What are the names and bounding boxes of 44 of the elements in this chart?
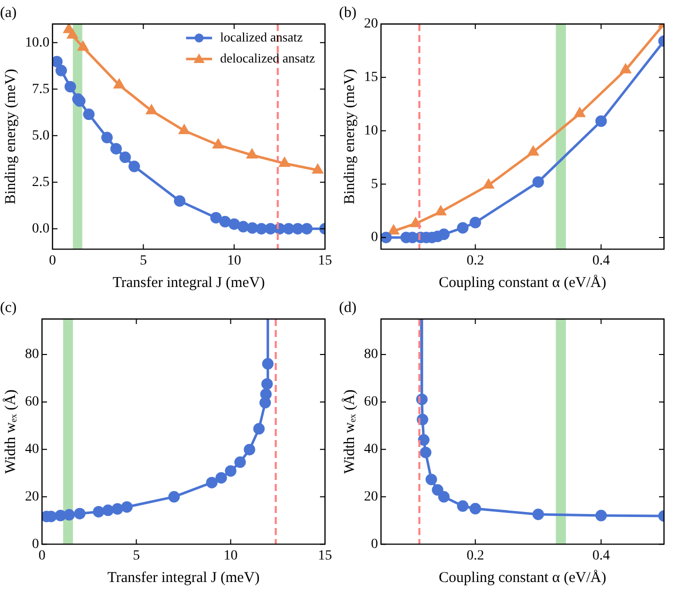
y-tick-label: 80 bbox=[364, 347, 378, 362]
y-tick-label: 0 bbox=[32, 536, 39, 552]
x-tick-label: 0.4 bbox=[592, 253, 610, 268]
y-tick-label: 0 bbox=[371, 536, 378, 552]
y-tick-label: 5 bbox=[371, 176, 378, 192]
y-tick-label: 80 bbox=[25, 347, 39, 362]
chart-title: (d) bbox=[339, 300, 356, 316]
x-axis-title: Coupling constant α (eV/Å) bbox=[438, 274, 606, 291]
y-axis-title: Width wₑₓ (Å) bbox=[2, 389, 19, 474]
x-axis-title: Transfer integral J (meV) bbox=[107, 570, 260, 586]
x-tick-label: 10 bbox=[227, 253, 242, 268]
x-tick-label: 15 bbox=[318, 253, 332, 268]
y-tick-label: 2.5 bbox=[32, 174, 50, 190]
chart-title: (c) bbox=[0, 300, 17, 316]
y-tick-label: 40 bbox=[25, 442, 39, 458]
y-tick-label: 20 bbox=[364, 16, 378, 32]
legend-label: delocalized ansatz bbox=[220, 50, 316, 66]
y-axis-title: Binding energy (meV) bbox=[2, 68, 19, 204]
y-tick-label: 60 bbox=[364, 394, 378, 410]
x-axis-title: Coupling constant α (eV/Å) bbox=[438, 568, 606, 586]
x-tick-label: 10 bbox=[224, 548, 238, 564]
y-axis-title: Width wₑₓ (Å) bbox=[340, 389, 358, 474]
y-tick-label: 60 bbox=[25, 394, 39, 410]
y-tick-label: 0 bbox=[371, 230, 378, 246]
y-axis-title: Binding energy (meV) bbox=[342, 68, 358, 204]
y-tick-label: 10 bbox=[364, 123, 378, 138]
y-tick-label: 20 bbox=[364, 489, 378, 504]
y-tick-label: 0.0 bbox=[32, 221, 50, 236]
y-tick-label: 40 bbox=[364, 442, 378, 458]
x-axis-title: Transfer integral J (meV) bbox=[112, 274, 265, 291]
x-tick-label: 0.2 bbox=[466, 548, 484, 564]
y-tick-label: 20 bbox=[25, 489, 39, 504]
x-tick-label: 5 bbox=[140, 253, 147, 268]
y-tick-label: 10.0 bbox=[25, 35, 50, 50]
x-tick-label: 5 bbox=[132, 548, 140, 564]
chart-title: (b) bbox=[339, 4, 356, 21]
y-tick-label: 5.0 bbox=[32, 128, 50, 144]
x-tick-label: 15 bbox=[318, 548, 332, 564]
y-tick-label: 7.5 bbox=[32, 82, 50, 97]
y-tick-label: 15 bbox=[364, 70, 378, 86]
x-tick-label: 0.4 bbox=[592, 548, 610, 564]
chart-title: (a) bbox=[0, 4, 17, 21]
legend-label: localized ansatz bbox=[220, 29, 303, 44]
x-tick-label: 0.2 bbox=[466, 253, 484, 268]
